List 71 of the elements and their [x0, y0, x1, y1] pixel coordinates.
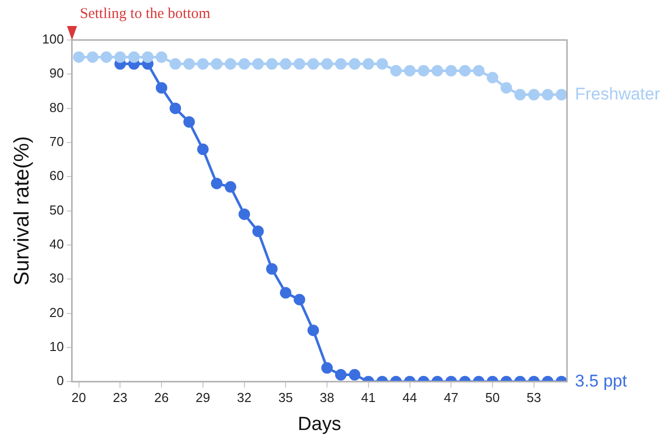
point — [86, 51, 98, 63]
point — [404, 64, 416, 76]
y-tick-label: 100 — [42, 32, 64, 47]
x-tick-label: 38 — [320, 390, 334, 405]
x-tick-label: 20 — [72, 390, 86, 405]
point — [432, 64, 444, 76]
point — [252, 58, 264, 70]
x-tick-label: 32 — [237, 390, 252, 405]
y-tick-label: 10 — [49, 339, 64, 354]
point — [170, 102, 182, 114]
point — [472, 64, 484, 76]
point — [224, 58, 236, 70]
point — [528, 88, 540, 100]
point — [556, 88, 567, 100]
series-label: Freshwater — [575, 84, 660, 104]
point — [500, 82, 512, 94]
y-tick-label: 40 — [49, 236, 64, 252]
point — [238, 58, 250, 70]
point — [486, 72, 498, 84]
point — [197, 144, 209, 156]
point — [459, 64, 471, 76]
x-tick-label: 44 — [402, 390, 418, 405]
x-axis-title: Days — [298, 414, 342, 435]
point — [445, 64, 457, 76]
x-tick-label: 29 — [196, 390, 210, 405]
point — [100, 51, 112, 63]
y-tick-label: 20 — [49, 304, 64, 320]
point — [542, 88, 554, 100]
point — [335, 58, 347, 70]
y-tick-label: 50 — [49, 202, 64, 218]
y-tick-label: 60 — [49, 168, 64, 184]
point — [128, 51, 140, 63]
x-tick-label: 47 — [444, 390, 458, 405]
x-tick-label: 53 — [526, 390, 542, 405]
point — [142, 51, 154, 63]
x-tick-label: 41 — [361, 390, 376, 405]
point — [280, 58, 292, 70]
point — [183, 116, 195, 128]
x-tick-label: 50 — [485, 390, 500, 405]
y-tick-label: 90 — [49, 66, 64, 81]
point — [114, 51, 126, 63]
point — [514, 88, 526, 100]
point — [376, 58, 388, 70]
y-tick-label: 30 — [49, 270, 64, 286]
point — [156, 82, 168, 94]
point — [307, 58, 319, 70]
y-tick-label: 80 — [49, 100, 64, 115]
y-tick-label: 70 — [49, 134, 64, 150]
point — [170, 58, 182, 70]
point — [210, 178, 222, 190]
point — [210, 58, 222, 70]
point — [156, 51, 168, 63]
point — [294, 58, 306, 70]
point — [321, 58, 333, 70]
x-tick-label: 35 — [278, 390, 293, 405]
point — [73, 51, 85, 63]
point — [418, 64, 430, 76]
point — [183, 58, 195, 70]
point — [224, 181, 236, 193]
text: Settling to the bottom — [80, 6, 211, 22]
point — [362, 58, 374, 70]
point — [238, 208, 250, 220]
x-tick-label: 26 — [154, 390, 169, 405]
y-axis-title: Survival rate(%) — [10, 136, 34, 286]
y-tick-label: 0 — [56, 373, 64, 388]
point — [266, 58, 278, 70]
point — [197, 58, 209, 70]
series-label: 3.5 ppt — [575, 371, 628, 390]
x-tick-label: 23 — [112, 390, 128, 405]
point — [390, 64, 402, 76]
point — [348, 58, 360, 70]
